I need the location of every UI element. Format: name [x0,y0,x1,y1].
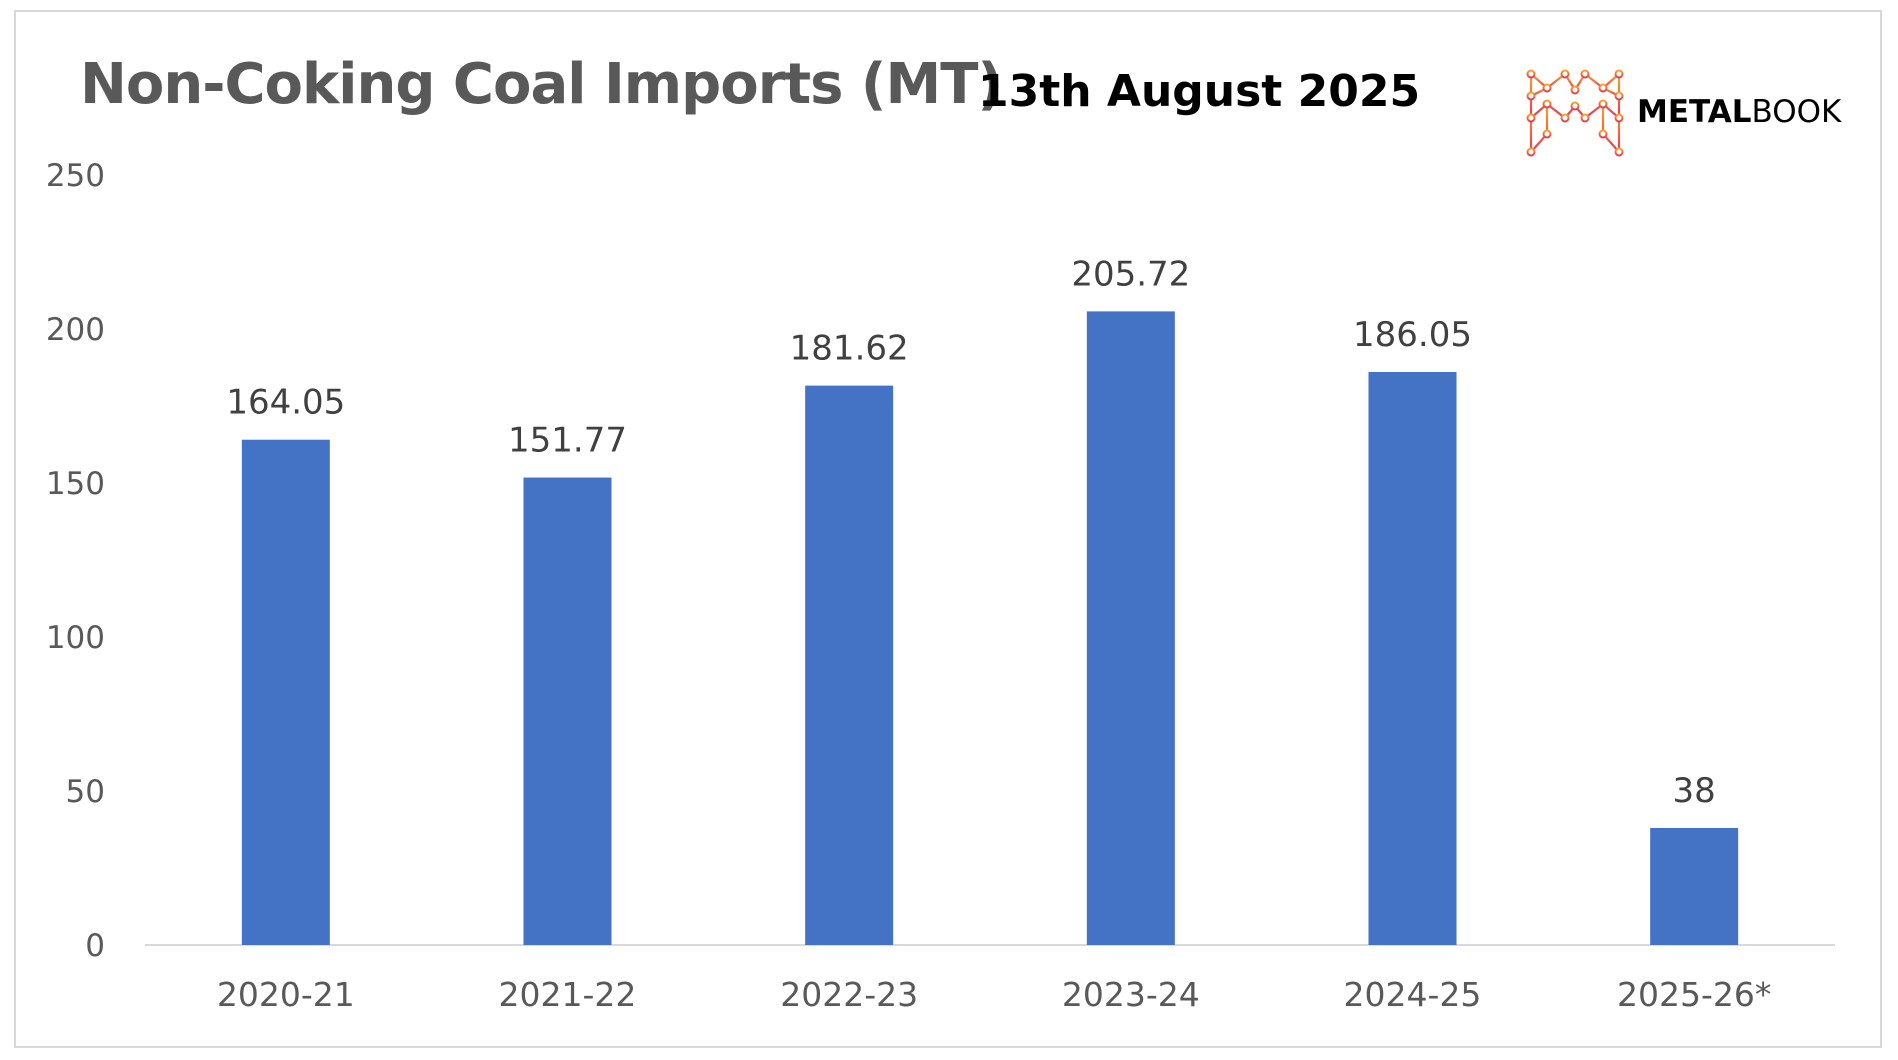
logo-wordmark-part2: BOOK [1751,94,1842,130]
y-tick-label: 200 [46,312,105,348]
bar [1650,827,1739,945]
x-tick-label: 2021-22 [499,975,637,1014]
logo-wordmark-part1: METAL [1637,94,1752,130]
bar [523,477,612,945]
y-tick-label: 50 [66,774,105,810]
data-label: 164.05 [226,383,345,423]
y-tick-label: 150 [46,466,105,502]
y-tick-label: 250 [46,158,105,194]
x-tick-label: 2020-21 [217,975,355,1014]
logo-wordmark: METALBOOK [1637,94,1841,130]
metalbook-logo: METALBOOK [1525,68,1841,160]
data-label: 181.62 [790,329,909,369]
chart-title: Non-Coking Coal Imports (MT) [80,52,1003,117]
y-tick-label: 0 [85,928,105,964]
bar [241,439,330,945]
chart-date: 13th August 2025 [978,66,1421,117]
bar [805,385,894,945]
metalbook-m-network-icon [1526,69,1624,157]
data-label: 186.05 [1353,315,1472,355]
x-tick-label: 2024-25 [1344,975,1482,1014]
x-tick-label: 2025-26* [1617,975,1771,1014]
x-tick-label: 2023-24 [1062,975,1200,1014]
data-label: 205.72 [1071,254,1190,294]
x-tick-label: 2022-23 [780,975,918,1014]
bar [1086,311,1175,945]
data-label: 151.77 [508,421,627,461]
y-tick-label: 100 [46,620,105,656]
bar [1368,371,1457,945]
data-label: 38 [1673,771,1716,811]
